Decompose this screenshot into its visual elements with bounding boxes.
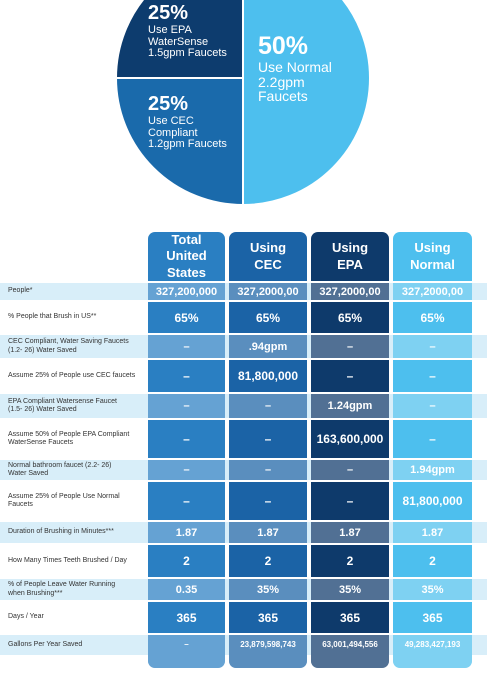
slice-label: Use EPA WaterSense 1.5gpm Faucets [148, 24, 227, 60]
table-cell: – [393, 394, 472, 418]
row-label: EPA Compliant Watersense Faucet (1.5- 26… [8, 397, 117, 413]
table-cell: 1.87 [148, 522, 225, 543]
pie-slice [242, 0, 371, 207]
table-cell: 327,2000,00 [393, 283, 472, 300]
table-cell: 2 [393, 545, 472, 577]
table-cell: – [148, 482, 225, 520]
table-cell: 0.35 [148, 579, 225, 600]
table-cell: 2 [148, 545, 225, 577]
slice-percent: 25% [148, 2, 189, 24]
table-cell: 63,001,494,556 [311, 635, 389, 668]
table-cell: 327,2000,00 [229, 283, 307, 300]
table-cell: 1.94gpm [393, 460, 472, 480]
pie-slice [114, 0, 244, 79]
table-cell: 35% [311, 579, 389, 600]
row-label: % of People Leave Water Running when Bru… [8, 581, 116, 597]
column-header: Using CEC [229, 232, 307, 281]
row-label: Normal bathroom faucet (2.2- 26) Water S… [8, 461, 112, 477]
table-cell: 327,200,000 [148, 283, 225, 300]
table-cell: – [311, 360, 389, 392]
column-header: Total United States [148, 232, 225, 281]
table-cell: – [393, 420, 472, 458]
slice-label: Use CEC Compliant 1.2gpm Faucets [148, 115, 227, 151]
table-cell: 1.87 [229, 522, 307, 543]
column-header: Using EPA [311, 232, 389, 281]
table-cell: – [148, 420, 225, 458]
row-label: Gallons Per Year Saved [8, 640, 83, 648]
table-cell: 1.87 [393, 522, 472, 543]
table-cell: 2 [229, 545, 307, 577]
table-cell: 365 [311, 602, 389, 633]
table-cell: 35% [393, 579, 472, 600]
table-cell: – [229, 482, 307, 520]
table-cell: 35% [229, 579, 307, 600]
table-cell: – [393, 335, 472, 358]
table-cell: – [148, 394, 225, 418]
table-cell: 163,600,000 [311, 420, 389, 458]
table-cell: – [148, 635, 225, 668]
row-label: How Many Times Teeth Brushed / Day [8, 556, 127, 564]
table-cell: 49,283,427,193 [393, 635, 472, 668]
row-label: Assume 25% of People use CEC faucets [8, 371, 136, 379]
table-cell: 1.24gpm [311, 394, 389, 418]
table-cell: 2 [311, 545, 389, 577]
table-cell: 81,800,000 [229, 360, 307, 392]
table-cell: 81,800,000 [393, 482, 472, 520]
row-label: % People that Brush in US** [8, 313, 97, 321]
table-cell: – [148, 360, 225, 392]
table-cell: 365 [148, 602, 225, 633]
table-cell: – [393, 360, 472, 392]
pie-chart [114, 0, 371, 207]
table-cell: – [148, 335, 225, 358]
table-cell: – [229, 394, 307, 418]
table-cell: 65% [311, 302, 389, 333]
table-cell: 65% [393, 302, 472, 333]
table-cell: – [229, 460, 307, 480]
row-label: CEC Compliant, Water Saving Faucets (1.2… [8, 338, 129, 354]
table-cell: 65% [229, 302, 307, 333]
row-label: Assume 25% of People Use Normal Faucets [8, 492, 120, 508]
slice-percent: 50% [258, 32, 309, 60]
table-cell: 65% [148, 302, 225, 333]
table-cell: – [311, 335, 389, 358]
pie-slice [114, 77, 244, 207]
row-label: Duration of Brushing in Minutes*** [8, 528, 114, 536]
slice-label: Use Normal 2.2gpm Faucets [258, 59, 332, 105]
table-cell: – [311, 482, 389, 520]
column-header: Using Normal [393, 232, 472, 281]
row-label: Days / Year [8, 613, 44, 621]
table-cell: 327,2000,00 [311, 283, 389, 300]
table-cell: 23,879,598,743 [229, 635, 307, 668]
table-cell: – [148, 460, 225, 480]
row-label: People* [8, 287, 33, 295]
table-cell: – [311, 460, 389, 480]
slice-percent: 25% [148, 93, 189, 115]
table-cell: 365 [393, 602, 472, 633]
table-cell: 1.87 [311, 522, 389, 543]
row-label: Assume 50% of People EPA Compliant Water… [8, 430, 130, 446]
table-cell: – [229, 420, 307, 458]
table-cell: 365 [229, 602, 307, 633]
table-cell: .94gpm [229, 335, 307, 358]
